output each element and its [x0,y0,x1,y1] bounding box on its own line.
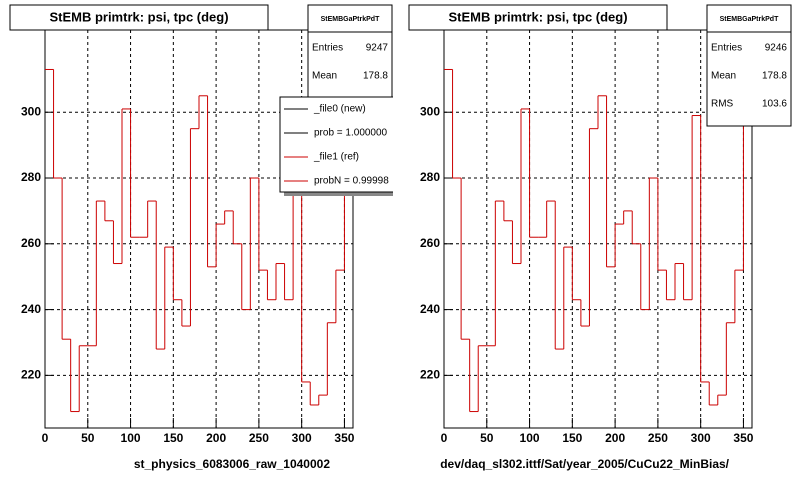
x-tick-label: 100 [520,431,540,445]
x-tick-label: 150 [163,431,183,445]
stats-value: 178.8 [762,71,787,82]
y-tick-label: 260 [21,236,41,250]
x-tick-label: 300 [292,431,312,445]
frame [44,29,354,429]
legend-label: _file0 (new) [313,104,366,115]
stats-label: RMS [711,99,734,110]
stats-title: StEMBGaPtrkPdT [720,16,779,23]
stats-value: 103.6 [762,99,787,110]
x-tick-label: 200 [206,431,226,445]
y-tick-label: 300 [21,104,41,118]
x-tick-label: 250 [249,431,269,445]
stats-label: Entries [711,43,742,54]
pad: 0 50 100 150 200 250 300 350 220 240 260 280 300 StEM… [9,4,393,471]
stats-title: StEMBGaPtrkPdT [321,16,380,23]
stats-label: Mean [711,71,736,82]
x-tick-label: 350 [334,431,354,445]
y-tick-label: 260 [420,236,440,250]
stats-label: Mean [312,71,337,82]
y-tick-label: 240 [21,302,41,316]
legend-label: probN = 0.99998 [314,176,389,187]
stats-value: 178.8 [363,71,388,82]
x-axis-label: st_physics_6083006_raw_1040002 [134,457,330,471]
x-tick-label: 350 [733,431,753,445]
chart-title: StEMB primtrk: psi, tpc (deg) [49,9,228,24]
x-tick-label: 100 [121,431,141,445]
y-tick-label: 220 [21,368,41,382]
frame [443,29,753,429]
y-tick-label: 240 [420,302,440,316]
stats-box [307,4,393,99]
y-tick-label: 280 [21,170,41,184]
title-box [408,4,668,31]
legend-label: prob = 1.000000 [314,128,388,139]
stats-label: Entries [312,43,343,54]
x-tick-label: 0 [42,431,49,445]
x-tick-label: 150 [562,431,582,445]
x-tick-label: 0 [441,431,448,445]
pad: 0 50 100 150 200 250 300 350 220 240 260 280 300 StEM… [408,4,792,471]
x-axis-label: dev/daq_sl302.ittf/Sat/year_2005/CuCu22_… [440,457,729,471]
x-tick-label: 250 [648,431,668,445]
stats-value: 9246 [765,43,788,54]
y-tick-label: 220 [420,368,440,382]
legend-label: _file1 (ref) [313,152,359,163]
x-tick-label: 50 [81,431,95,445]
x-tick-label: 300 [691,431,711,445]
legend-box [279,96,393,193]
y-tick-label: 280 [420,170,440,184]
chart-title: StEMB primtrk: psi, tpc (deg) [448,9,627,24]
x-tick-label: 200 [605,431,625,445]
title-box [9,4,269,31]
y-tick-label: 300 [420,104,440,118]
stats-box [706,4,792,127]
x-tick-label: 50 [480,431,494,445]
stats-value: 9247 [366,43,389,54]
